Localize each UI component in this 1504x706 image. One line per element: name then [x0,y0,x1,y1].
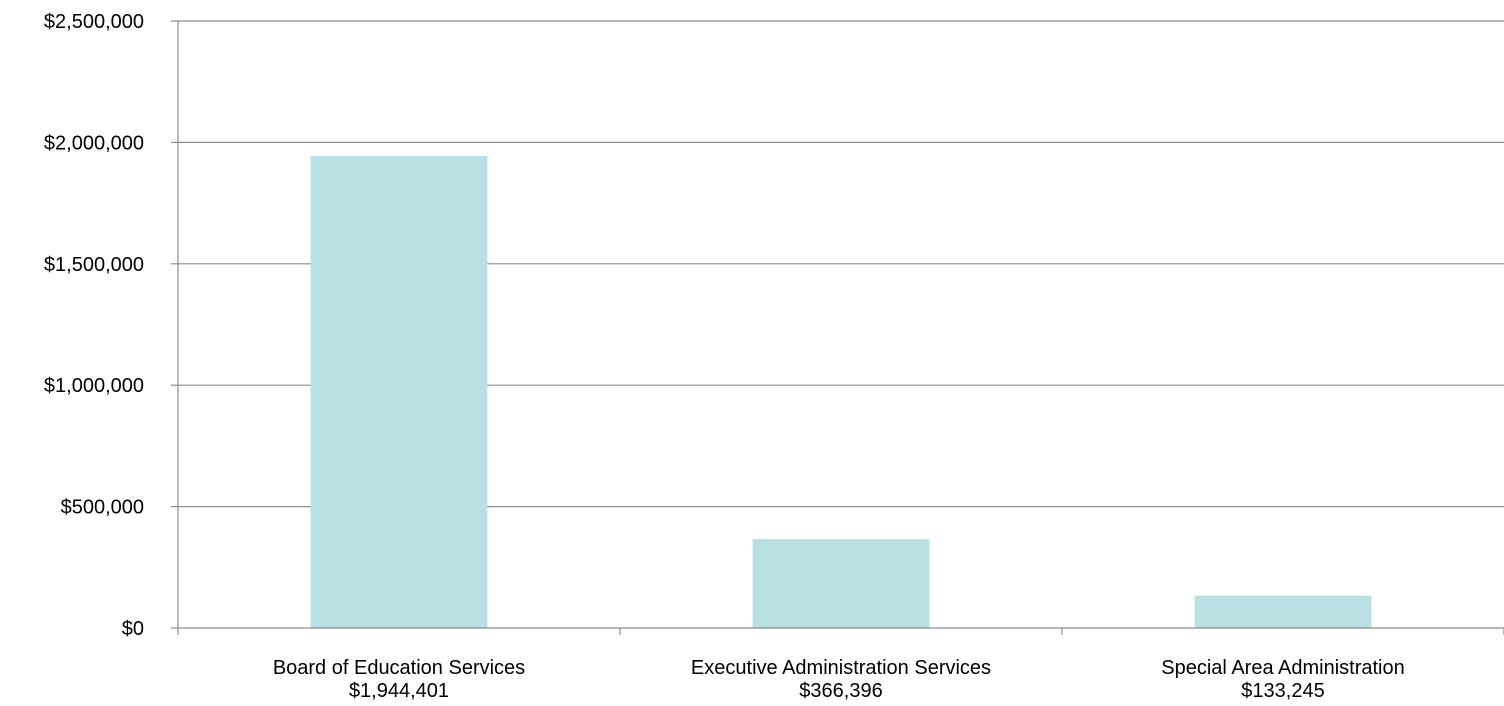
x-category-name: Special Area Administration [1161,657,1404,679]
x-category-value-label: $133,245 [1241,680,1324,702]
y-tick-label: $2,500,000 [44,11,144,33]
y-tick-labels: $0 $500,000 $1,000,000 $1,500,000 $2,000,000… [44,11,144,640]
axes [171,20,1504,635]
bar [310,155,488,628]
bars [310,155,1372,628]
x-category-value-label: $366,396 [799,680,882,702]
y-tick-label: $1,000,000 [44,375,144,397]
x-category-name: Board of Education Services [273,657,525,679]
y-tick-label: $500,000 [61,497,144,519]
x-category-labels: Board of Education Services$1,944,401 Exe… [273,657,1405,702]
y-tick-label: $1,500,000 [44,254,144,276]
bar [752,539,930,628]
x-category-value-label: $1,944,401 [349,680,449,702]
y-tick-label: $0 [122,618,144,640]
bar [1194,595,1372,628]
y-tick-label: $2,000,000 [44,132,144,154]
x-category-name: Executive Administration Services [691,657,991,679]
